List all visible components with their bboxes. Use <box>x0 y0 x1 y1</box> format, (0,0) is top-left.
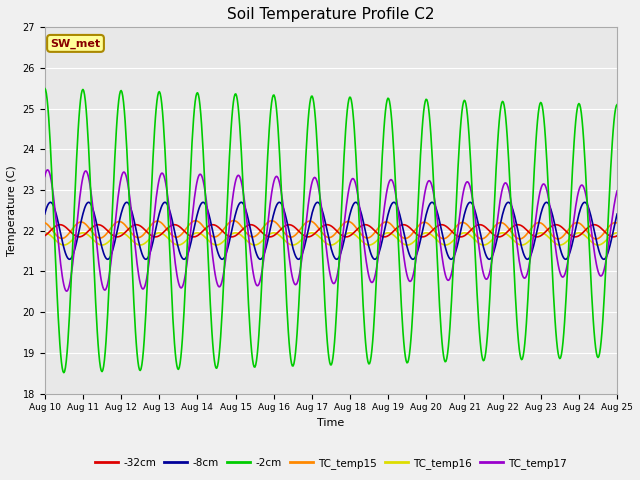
Title: Soil Temperature Profile C2: Soil Temperature Profile C2 <box>227 7 435 22</box>
Legend: -32cm, -8cm, -2cm, TC_temp15, TC_temp16, TC_temp17: -32cm, -8cm, -2cm, TC_temp15, TC_temp16,… <box>91 454 571 473</box>
Y-axis label: Temperature (C): Temperature (C) <box>7 165 17 256</box>
X-axis label: Time: Time <box>317 418 344 428</box>
Text: SW_met: SW_met <box>51 38 100 48</box>
